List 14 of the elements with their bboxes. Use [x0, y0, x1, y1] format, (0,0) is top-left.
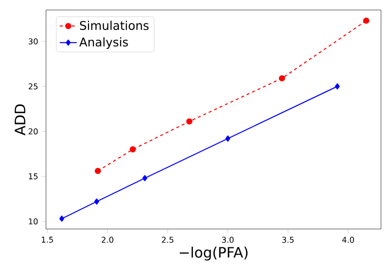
x-axis-title: −log(PFA) — [180, 246, 248, 261]
legend-label: Analysis — [79, 37, 128, 49]
point — [59, 216, 64, 222]
point — [334, 83, 340, 90]
point — [142, 175, 148, 182]
point — [363, 18, 370, 24]
point — [278, 75, 286, 82]
point — [130, 146, 136, 152]
point — [94, 168, 101, 174]
point — [94, 198, 100, 205]
point — [186, 118, 192, 125]
y-axis-title: ADD — [14, 104, 26, 136]
point — [225, 135, 230, 142]
legend-label: Simulations — [80, 20, 149, 30]
